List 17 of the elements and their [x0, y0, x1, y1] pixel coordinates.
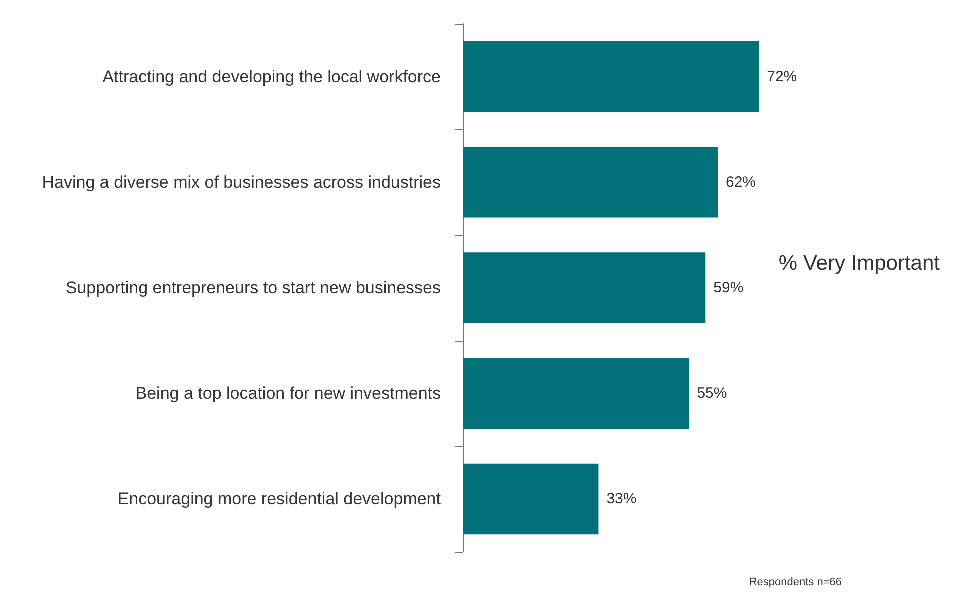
- text: % Very Important: [778, 252, 940, 275]
- data-label: 62%: [726, 174, 756, 191]
- text: Respondents n=66: [749, 576, 842, 588]
- y-tick-label: Having a diverse mix of businesses across industries: [42, 172, 441, 192]
- data-label: 55%: [697, 385, 728, 402]
- y-tick-label: Being a top location for new investments: [136, 384, 441, 404]
- bar: [463, 358, 690, 429]
- bar: [463, 252, 706, 324]
- bar: [463, 41, 760, 112]
- bar: [463, 464, 599, 535]
- y-tick-label: Attracting and developing the local workforce: [102, 67, 441, 86]
- y-tick-label: Supporting entrepreneurs to start new businesses: [66, 278, 441, 298]
- y-tick-label: Encouraging more residential development: [118, 490, 442, 509]
- data-label: 33%: [606, 490, 637, 508]
- data-label: 59%: [714, 280, 744, 296]
- bar: [463, 147, 718, 218]
- data-label: 72%: [767, 68, 798, 86]
